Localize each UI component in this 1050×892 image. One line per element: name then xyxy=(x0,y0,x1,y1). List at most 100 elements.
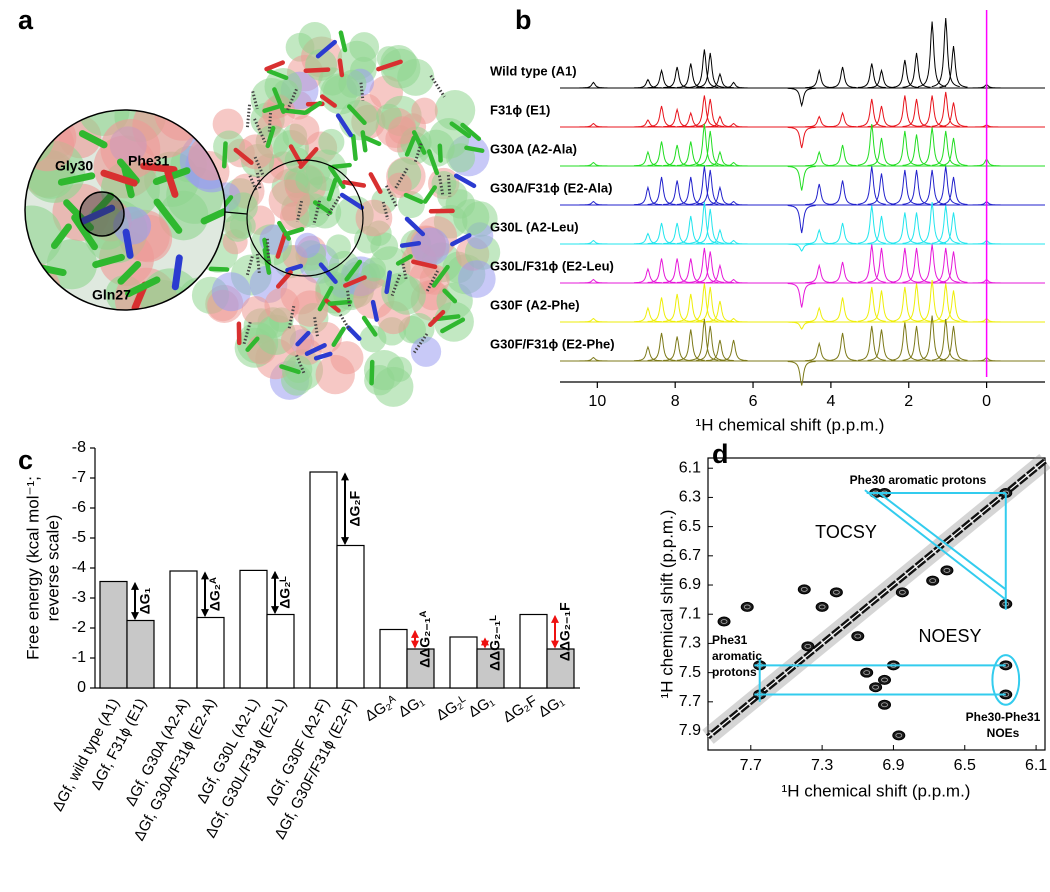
bond-stick xyxy=(313,351,333,361)
bond-stick xyxy=(422,185,437,204)
spectrum-peak xyxy=(931,283,960,322)
annotation: ΔG₂F xyxy=(347,490,363,526)
spectrum-peak xyxy=(705,185,734,206)
bond-stick xyxy=(319,94,337,108)
y-axis-label: ¹H chemical shift (p.p.m.) xyxy=(657,510,676,699)
cross-peak xyxy=(797,584,811,595)
hydrogen-bond xyxy=(312,200,322,226)
bond-stick xyxy=(343,275,367,288)
cross-peak xyxy=(895,587,909,598)
bar xyxy=(266,613,295,689)
spectrum-peak xyxy=(890,59,919,88)
x-tick-label: 6.9 xyxy=(882,757,904,774)
cross-peak xyxy=(878,699,892,710)
bond-stick xyxy=(395,254,413,266)
atom-sphere xyxy=(289,115,320,146)
spectrum-peak xyxy=(705,339,734,362)
spectrum-peak xyxy=(902,247,931,283)
bond-stick xyxy=(337,58,345,78)
atom-sphere xyxy=(25,205,63,268)
spectrum-peak xyxy=(719,239,748,245)
spectrum-peak xyxy=(902,134,931,166)
spectrum-peak xyxy=(857,244,886,283)
spectrum-peak xyxy=(690,201,719,244)
atom-sphere xyxy=(241,296,271,325)
atom-sphere xyxy=(458,260,496,298)
x-tick-label: 6.5 xyxy=(954,757,976,774)
spectrum-peak xyxy=(939,176,968,205)
spectrum-peak xyxy=(719,339,748,362)
bond-stick xyxy=(369,359,375,386)
bond-stick xyxy=(315,39,337,59)
atom-sphere xyxy=(213,130,246,163)
cross-peak xyxy=(878,674,892,685)
spectrum-peak xyxy=(902,98,931,127)
spectrum-peak xyxy=(828,66,857,89)
contour-ring xyxy=(854,633,862,639)
spectrum-peak xyxy=(676,293,705,322)
y-tick-label: 7.3 xyxy=(679,635,701,652)
spectrum-peak xyxy=(696,251,725,283)
y-tick-label: 6.1 xyxy=(679,459,701,476)
hydrogen-bond xyxy=(381,201,390,220)
bond-stick xyxy=(431,264,450,288)
atom-sphere xyxy=(397,191,425,219)
x-tick-label: ΔG₁ xyxy=(396,692,428,721)
spectrum-peak xyxy=(696,208,725,244)
contour-ring xyxy=(743,604,751,610)
bond-stick xyxy=(275,270,293,289)
bond-stick xyxy=(171,254,183,291)
bond-stick xyxy=(200,208,225,225)
bond-stick xyxy=(318,262,338,284)
spectrum-peak xyxy=(890,247,919,283)
spectrum-peak xyxy=(696,130,725,166)
bond-stick xyxy=(335,113,353,138)
bond-stick xyxy=(153,198,183,234)
spectrum-peak xyxy=(663,180,692,206)
spectrum-peak xyxy=(696,98,725,127)
spectrum-peak xyxy=(857,286,886,322)
hydrogen-bond xyxy=(255,172,262,190)
bond-stick xyxy=(303,67,331,73)
spectrum-peak xyxy=(890,169,919,205)
bar xyxy=(99,580,128,689)
spectrum-peak xyxy=(719,81,748,89)
cross-peak xyxy=(940,565,954,576)
cross-peak xyxy=(740,601,754,612)
hydrogen-bond xyxy=(339,313,352,332)
spectrum-peak xyxy=(647,258,676,284)
spectrum-peak xyxy=(696,286,725,322)
atom-sphere xyxy=(381,272,420,312)
spectrum-peak xyxy=(663,144,692,167)
spectrum-peak xyxy=(918,127,947,166)
y-axis-label: reverse scale) xyxy=(43,515,62,622)
spectrum-peak xyxy=(867,329,896,361)
cross-peak xyxy=(851,631,865,642)
x-tick-label: 10 xyxy=(588,393,606,410)
bond-stick xyxy=(350,133,358,161)
hydrogen-bond xyxy=(390,274,402,297)
y-axis-label: Free energy (kcal mol⁻¹; xyxy=(23,476,42,660)
x-tick-label: ΔG₁ xyxy=(536,692,568,721)
spectrum-peak xyxy=(931,318,960,361)
legend-label: G30F (A2-Phe) xyxy=(490,297,580,312)
bond-stick xyxy=(245,336,260,352)
bond-stick xyxy=(233,147,254,165)
bond-stick xyxy=(449,121,472,139)
bar xyxy=(336,544,365,689)
x-tick-label: 6.1 xyxy=(1025,757,1047,774)
hydrogen-bond xyxy=(429,74,446,98)
legend-label: G30F/F31ϕ (E2-Phe) xyxy=(490,336,615,351)
spectrum-peak xyxy=(676,258,705,284)
spectrum-peak xyxy=(633,119,662,128)
x-tick-label: 2 xyxy=(904,393,913,410)
zoom-connector xyxy=(224,211,248,215)
bond-stick xyxy=(272,87,286,114)
spectrum-peak xyxy=(787,321,816,330)
panel-letter: d xyxy=(712,439,729,469)
annotation: NOESY xyxy=(918,626,981,646)
bar xyxy=(196,616,225,689)
spectrum-peak xyxy=(633,232,662,245)
x-tick-label: 8 xyxy=(671,393,680,410)
annotation: Phe31 xyxy=(712,633,748,647)
